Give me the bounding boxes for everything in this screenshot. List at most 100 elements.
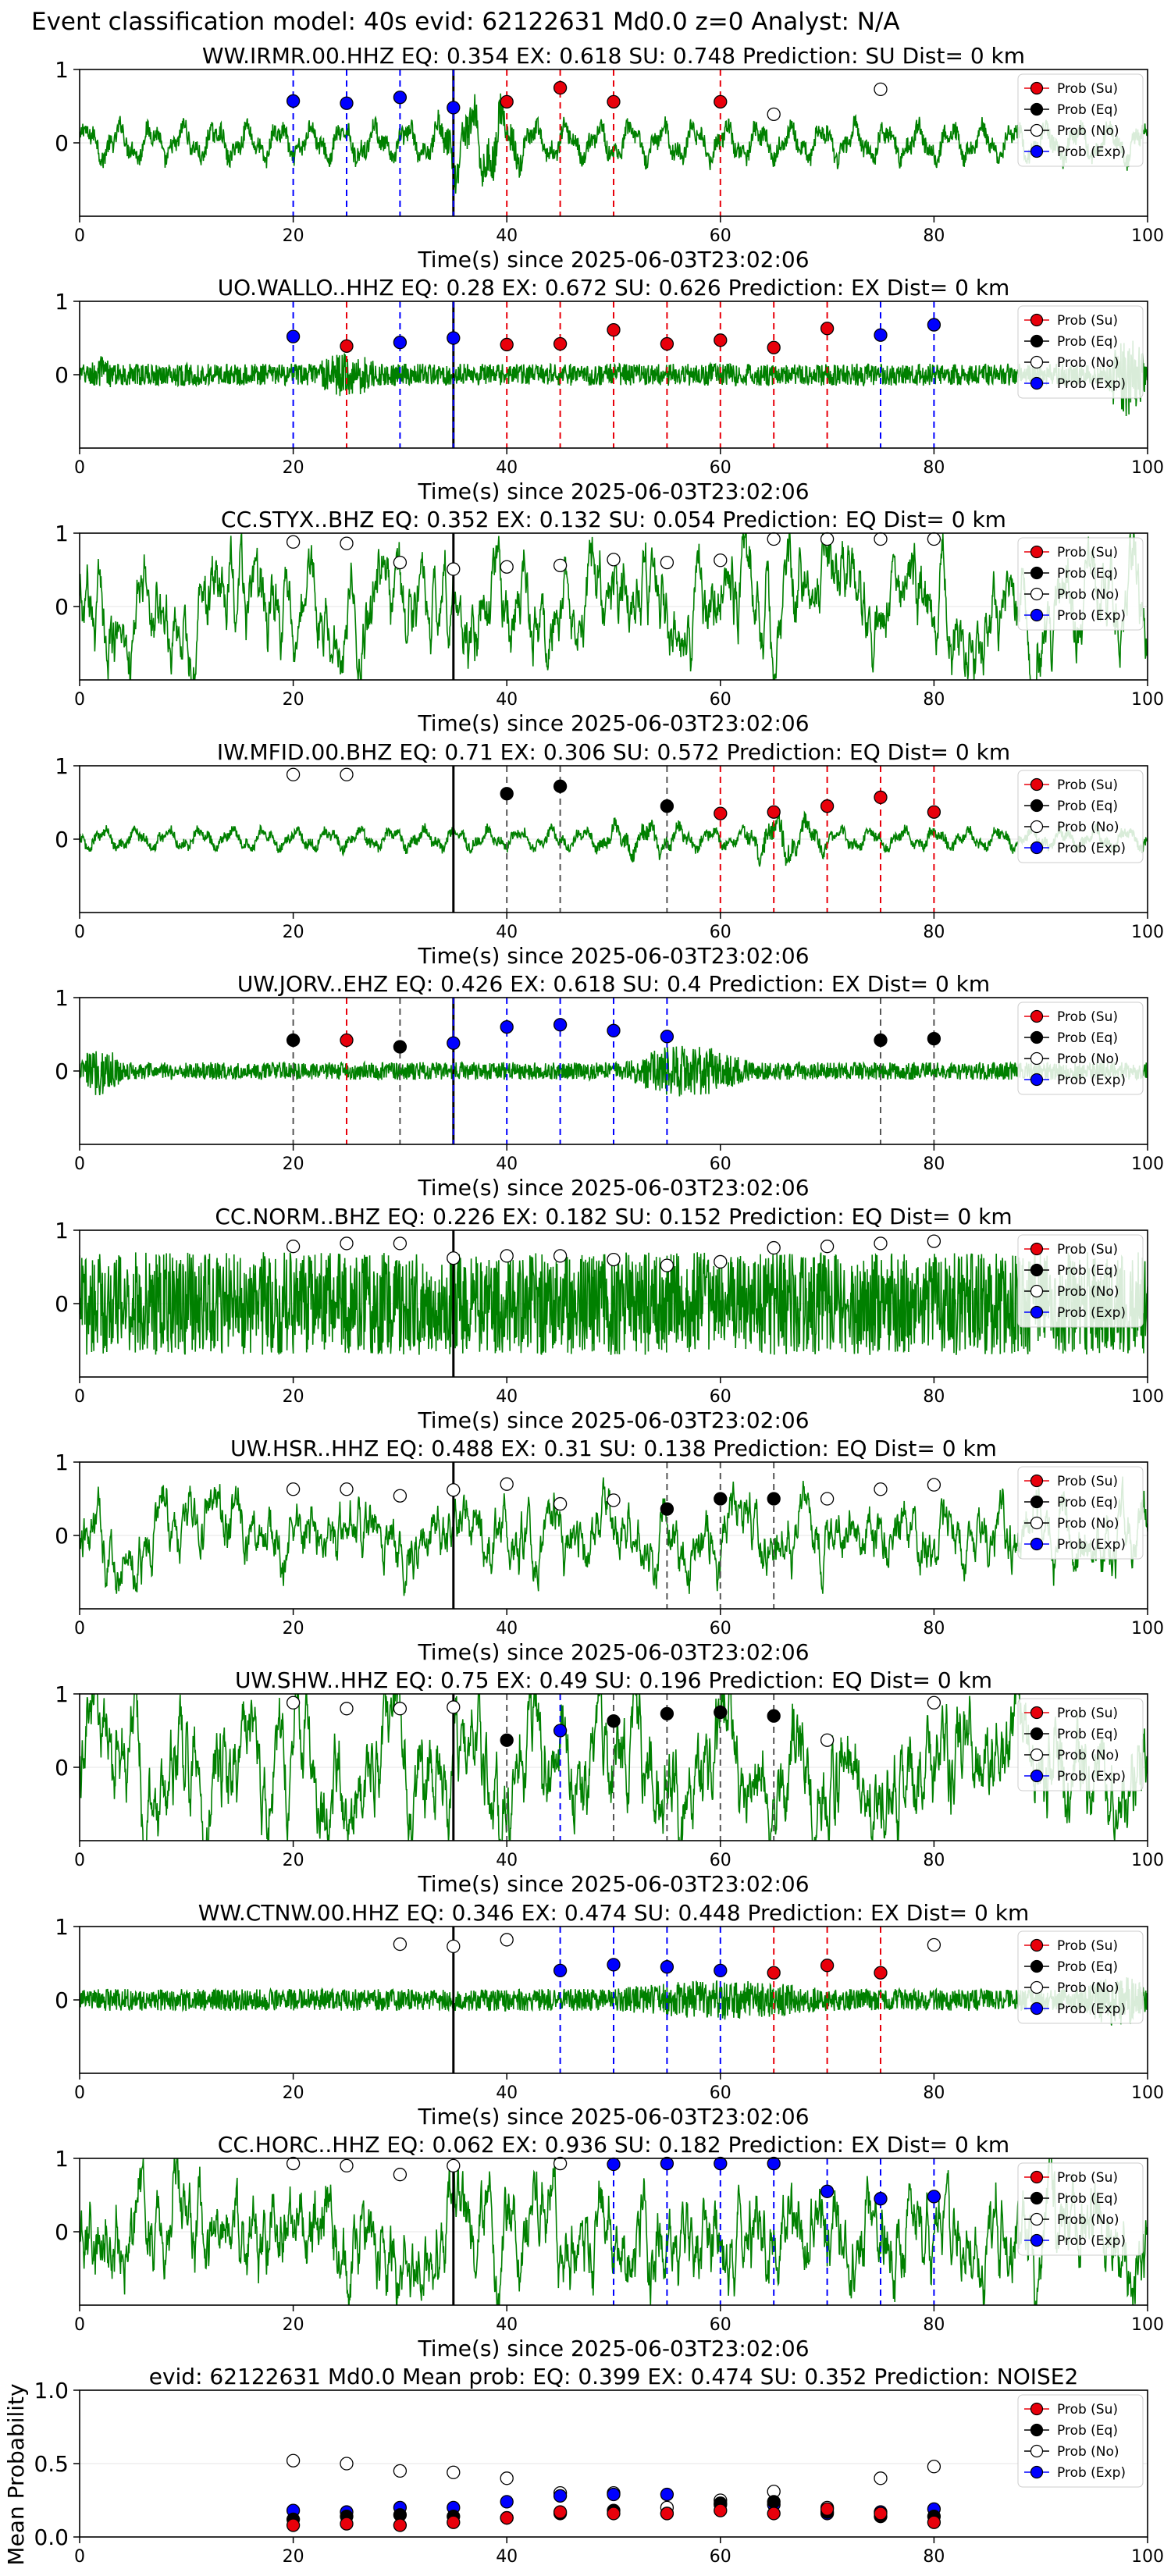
prob-point-eq	[714, 1705, 728, 1720]
prob-point-no	[393, 1236, 408, 1251]
y-tick-label: 0	[55, 1755, 69, 1781]
x-tick-label: 0	[74, 1851, 85, 1870]
legend-label: Prob (Eq)	[1057, 1495, 1118, 1510]
mean-point-su	[767, 2507, 781, 2521]
legend: Prob (Su) Prob (Eq) Prob (No) Prob (Exp)	[1017, 1930, 1144, 2024]
legend-marker-su	[1030, 1242, 1044, 1256]
prob-point-su	[820, 322, 835, 336]
y-tick-label: 0	[55, 1987, 69, 2013]
prob-point-no	[820, 532, 835, 546]
legend: Prob (Su) Prob (Eq) Prob (No) Prob (Exp)	[1017, 1466, 1144, 1560]
prob-point-no	[340, 2158, 354, 2173]
x-tick-label: 40	[496, 923, 518, 942]
prob-point-no	[447, 1251, 461, 1265]
prob-point-no	[393, 555, 408, 570]
mean-point-no	[500, 2471, 514, 2485]
legend-label: Prob (Su)	[1057, 777, 1118, 793]
mean-point-exp	[500, 2495, 514, 2509]
x-tick-label: 20	[283, 2315, 304, 2335]
x-tick-label: 40	[496, 2547, 518, 2567]
y-tick-label: 1	[55, 1681, 69, 1707]
prob-point-no	[660, 555, 674, 570]
prob-point-su	[660, 336, 674, 351]
prob-point-no	[447, 1939, 461, 1954]
legend-box	[1017, 1234, 1144, 1328]
mean-point-su	[874, 2507, 888, 2521]
prob-point-exp	[393, 335, 408, 350]
x-tick-label: 0	[74, 226, 85, 246]
prob-point-no	[500, 1933, 514, 1947]
x-tick-label: 60	[710, 1155, 731, 1174]
plot-area	[80, 2158, 1148, 2305]
legend-label: Prob (Exp)	[1057, 1305, 1126, 1321]
legend-marker-exp	[1030, 1769, 1044, 1783]
legend-label: Prob (Exp)	[1057, 2233, 1126, 2249]
legend-label: Prob (Su)	[1057, 313, 1118, 329]
mean-point-su	[393, 2518, 408, 2532]
x-tick-label: 0	[74, 690, 85, 710]
legend-label: Prob (Eq)	[1057, 334, 1118, 350]
prob-point-no	[927, 1695, 941, 1710]
prob-point-exp	[874, 2192, 888, 2206]
legend-marker-exp	[1030, 1073, 1044, 1087]
x-axis-label: Time(s) since 2025-06-03T23:02:06	[417, 1871, 809, 1897]
x-tick-label: 60	[710, 1851, 731, 1870]
waveform-trace	[80, 807, 1148, 867]
legend-marker-eq	[1030, 334, 1044, 348]
x-tick-label: 100	[1131, 1851, 1164, 1870]
legend-marker-exp	[1030, 376, 1044, 390]
plot-area	[80, 1462, 1148, 1609]
x-axis-label: Time(s) since 2025-06-03T23:02:06	[417, 1639, 809, 1665]
legend-label: Prob (Exp)	[1057, 2465, 1126, 2481]
prob-point-eq	[660, 1706, 674, 1721]
x-tick-label: 60	[710, 226, 731, 246]
prob-point-no	[820, 1240, 835, 1254]
legend-marker-su	[1030, 545, 1044, 559]
legend-label: Prob (Su)	[1057, 545, 1118, 560]
legend-marker-eq	[1030, 1959, 1044, 1973]
prob-point-su	[553, 336, 568, 351]
legend-box	[1017, 1002, 1144, 1095]
panel-title: CC.NORM..BHZ EQ: 0.226 EX: 0.182 SU: 0.1…	[215, 1204, 1012, 1229]
prob-point-exp	[447, 101, 461, 115]
x-tick-label: 60	[710, 2315, 731, 2335]
legend-label: Prob (No)	[1057, 1748, 1119, 1763]
prob-point-no	[340, 1702, 354, 1716]
prob-point-exp	[553, 1963, 568, 1978]
x-tick-label: 100	[1131, 1155, 1164, 1174]
y-tick-label: 1	[55, 1218, 69, 1244]
prob-point-su	[500, 94, 514, 109]
mean-point-no	[447, 2465, 461, 2479]
panels: WW.IRMR.00.HHZ EQ: 0.354 EX: 0.618 SU: 0…	[3, 43, 1164, 2567]
panel-title: UO.WALLO..HHZ EQ: 0.28 EX: 0.672 SU: 0.6…	[218, 275, 1010, 301]
prob-point-no	[927, 1234, 941, 1248]
legend-marker-exp	[1030, 2233, 1044, 2247]
legend-marker-su	[1030, 2170, 1044, 2184]
panel-title: UW.HSR..HHZ EQ: 0.488 EX: 0.31 SU: 0.138…	[230, 1436, 997, 1461]
x-tick-label: 0	[74, 458, 85, 478]
x-tick-label: 60	[710, 2547, 731, 2567]
prob-point-su	[607, 94, 621, 109]
legend-marker-no	[1030, 355, 1044, 369]
prob-point-no	[286, 1695, 301, 1710]
prob-point-exp	[714, 1963, 728, 1978]
x-tick-label: 60	[710, 1619, 731, 1638]
prob-point-no	[286, 767, 301, 781]
x-tick-label: 40	[496, 690, 518, 710]
legend-label: Prob (Eq)	[1057, 799, 1118, 814]
prob-point-su	[340, 1033, 354, 1048]
legend-label: Prob (Eq)	[1057, 566, 1118, 582]
prob-point-eq	[660, 799, 674, 813]
legend-marker-eq	[1030, 799, 1044, 813]
legend-label: Prob (No)	[1057, 2444, 1119, 2460]
prob-point-su	[714, 94, 728, 109]
y-tick-label: 0	[55, 1523, 69, 1549]
x-tick-label: 40	[496, 226, 518, 246]
prob-point-no	[927, 1937, 941, 1952]
x-axis-label: Time(s) since 2025-06-03T23:02:06	[417, 479, 809, 504]
prob-point-no	[340, 1236, 354, 1251]
legend-label: Prob (No)	[1057, 1516, 1119, 1532]
panel-title: UW.JORV..EHZ EQ: 0.426 EX: 0.618 SU: 0.4…	[237, 971, 990, 997]
legend-box	[1017, 1698, 1144, 1791]
legend-box	[1017, 2162, 1144, 2256]
